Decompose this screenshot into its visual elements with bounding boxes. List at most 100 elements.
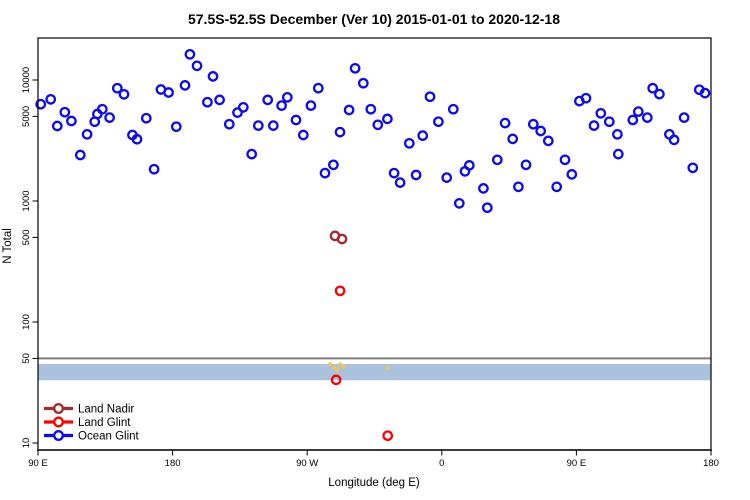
legend-marker bbox=[53, 416, 65, 428]
data-point bbox=[336, 233, 348, 245]
y-tick-label: 10000 bbox=[21, 67, 32, 93]
data-point bbox=[382, 430, 394, 442]
data-point bbox=[417, 130, 429, 141]
series-flagged bbox=[328, 362, 390, 372]
legend-label: Land Nadir bbox=[78, 404, 134, 416]
plot-dynamic: 90 E 180 90 W 0 90 E 180 10 50 100 500 1000 5000 100… bbox=[21, 37, 719, 469]
data-point bbox=[588, 120, 600, 131]
data-point bbox=[382, 113, 393, 125]
data-point bbox=[305, 100, 317, 111]
data-point bbox=[207, 71, 219, 82]
y-tick-label: 1000 bbox=[21, 190, 32, 211]
data-point bbox=[111, 82, 123, 94]
data-point bbox=[612, 148, 624, 160]
data-point bbox=[385, 366, 390, 371]
data-point bbox=[51, 120, 63, 132]
data-point bbox=[312, 82, 324, 94]
data-point bbox=[179, 80, 191, 91]
data-point bbox=[410, 169, 422, 181]
data-point bbox=[290, 114, 302, 126]
data-point bbox=[281, 91, 293, 103]
data-point bbox=[447, 103, 459, 115]
data-point bbox=[603, 116, 615, 128]
data-point bbox=[343, 104, 355, 116]
data-point bbox=[424, 91, 436, 103]
data-point bbox=[148, 163, 160, 175]
data-point bbox=[513, 181, 524, 193]
data-point bbox=[641, 112, 653, 123]
data-point bbox=[163, 87, 174, 98]
x-tick-label: 90 E bbox=[28, 458, 48, 469]
series-land-nadir bbox=[329, 230, 348, 245]
data-point bbox=[699, 87, 711, 99]
data-point bbox=[214, 94, 225, 106]
y-axis-label: N Total bbox=[2, 228, 14, 264]
data-point bbox=[74, 149, 86, 161]
data-point bbox=[140, 112, 152, 124]
legend-marker bbox=[53, 430, 65, 442]
data-point bbox=[654, 88, 665, 100]
highlight-band bbox=[38, 364, 711, 381]
data-point bbox=[535, 125, 547, 137]
y-tick-label: 5000 bbox=[21, 106, 32, 127]
data-point bbox=[403, 137, 415, 149]
data-point bbox=[365, 103, 377, 115]
data-point bbox=[647, 82, 659, 94]
data-point bbox=[627, 114, 639, 126]
data-point bbox=[394, 177, 406, 188]
data-point bbox=[668, 134, 680, 146]
data-point bbox=[499, 117, 511, 129]
data-point bbox=[202, 96, 213, 108]
data-point bbox=[335, 367, 340, 372]
data-point bbox=[328, 362, 333, 367]
x-tick-label: 90 E bbox=[567, 458, 587, 469]
data-point bbox=[481, 202, 493, 214]
data-point bbox=[441, 172, 453, 183]
data-point bbox=[342, 364, 346, 369]
data-point bbox=[491, 154, 503, 166]
data-point bbox=[595, 107, 607, 119]
data-point bbox=[388, 167, 400, 179]
data-point bbox=[118, 88, 130, 100]
data-point bbox=[334, 126, 346, 138]
data-point bbox=[559, 154, 571, 166]
y-tick-label: 50 bbox=[21, 353, 32, 364]
data-point bbox=[262, 94, 274, 106]
data-point bbox=[246, 148, 258, 160]
data-point bbox=[338, 362, 343, 367]
data-point bbox=[357, 77, 369, 89]
data-point bbox=[330, 374, 342, 386]
data-point bbox=[520, 159, 532, 171]
y-tick-label: 500 bbox=[21, 229, 32, 245]
data-point bbox=[349, 62, 361, 74]
data-point bbox=[542, 135, 554, 147]
data-point bbox=[252, 120, 264, 131]
y-tick-label: 10 bbox=[21, 438, 32, 449]
x-tick-label: 0 bbox=[439, 458, 444, 469]
data-point bbox=[59, 106, 71, 118]
data-point bbox=[131, 133, 143, 145]
legend-label: Ocean Glint bbox=[78, 431, 140, 443]
data-point bbox=[170, 121, 182, 133]
data-point bbox=[45, 93, 57, 105]
data-point bbox=[463, 160, 475, 171]
data-point bbox=[551, 181, 563, 193]
data-point bbox=[334, 285, 346, 297]
y-tick-label: 100 bbox=[21, 314, 32, 330]
x-tick-label: 180 bbox=[703, 458, 719, 469]
data-point bbox=[433, 116, 444, 128]
data-point bbox=[319, 167, 331, 179]
legend-marker bbox=[53, 403, 65, 415]
data-point bbox=[223, 118, 235, 130]
x-tick-label: 90 W bbox=[296, 458, 318, 469]
plot-box bbox=[37, 37, 712, 451]
data-point bbox=[81, 128, 93, 140]
chart-title: 57.5S-52.5S December (Ver 10) 2015-01-01… bbox=[188, 11, 560, 27]
data-point bbox=[328, 159, 339, 171]
data-point bbox=[612, 128, 623, 140]
data-point bbox=[276, 100, 287, 111]
data-point bbox=[580, 92, 592, 104]
data-point bbox=[453, 197, 465, 209]
